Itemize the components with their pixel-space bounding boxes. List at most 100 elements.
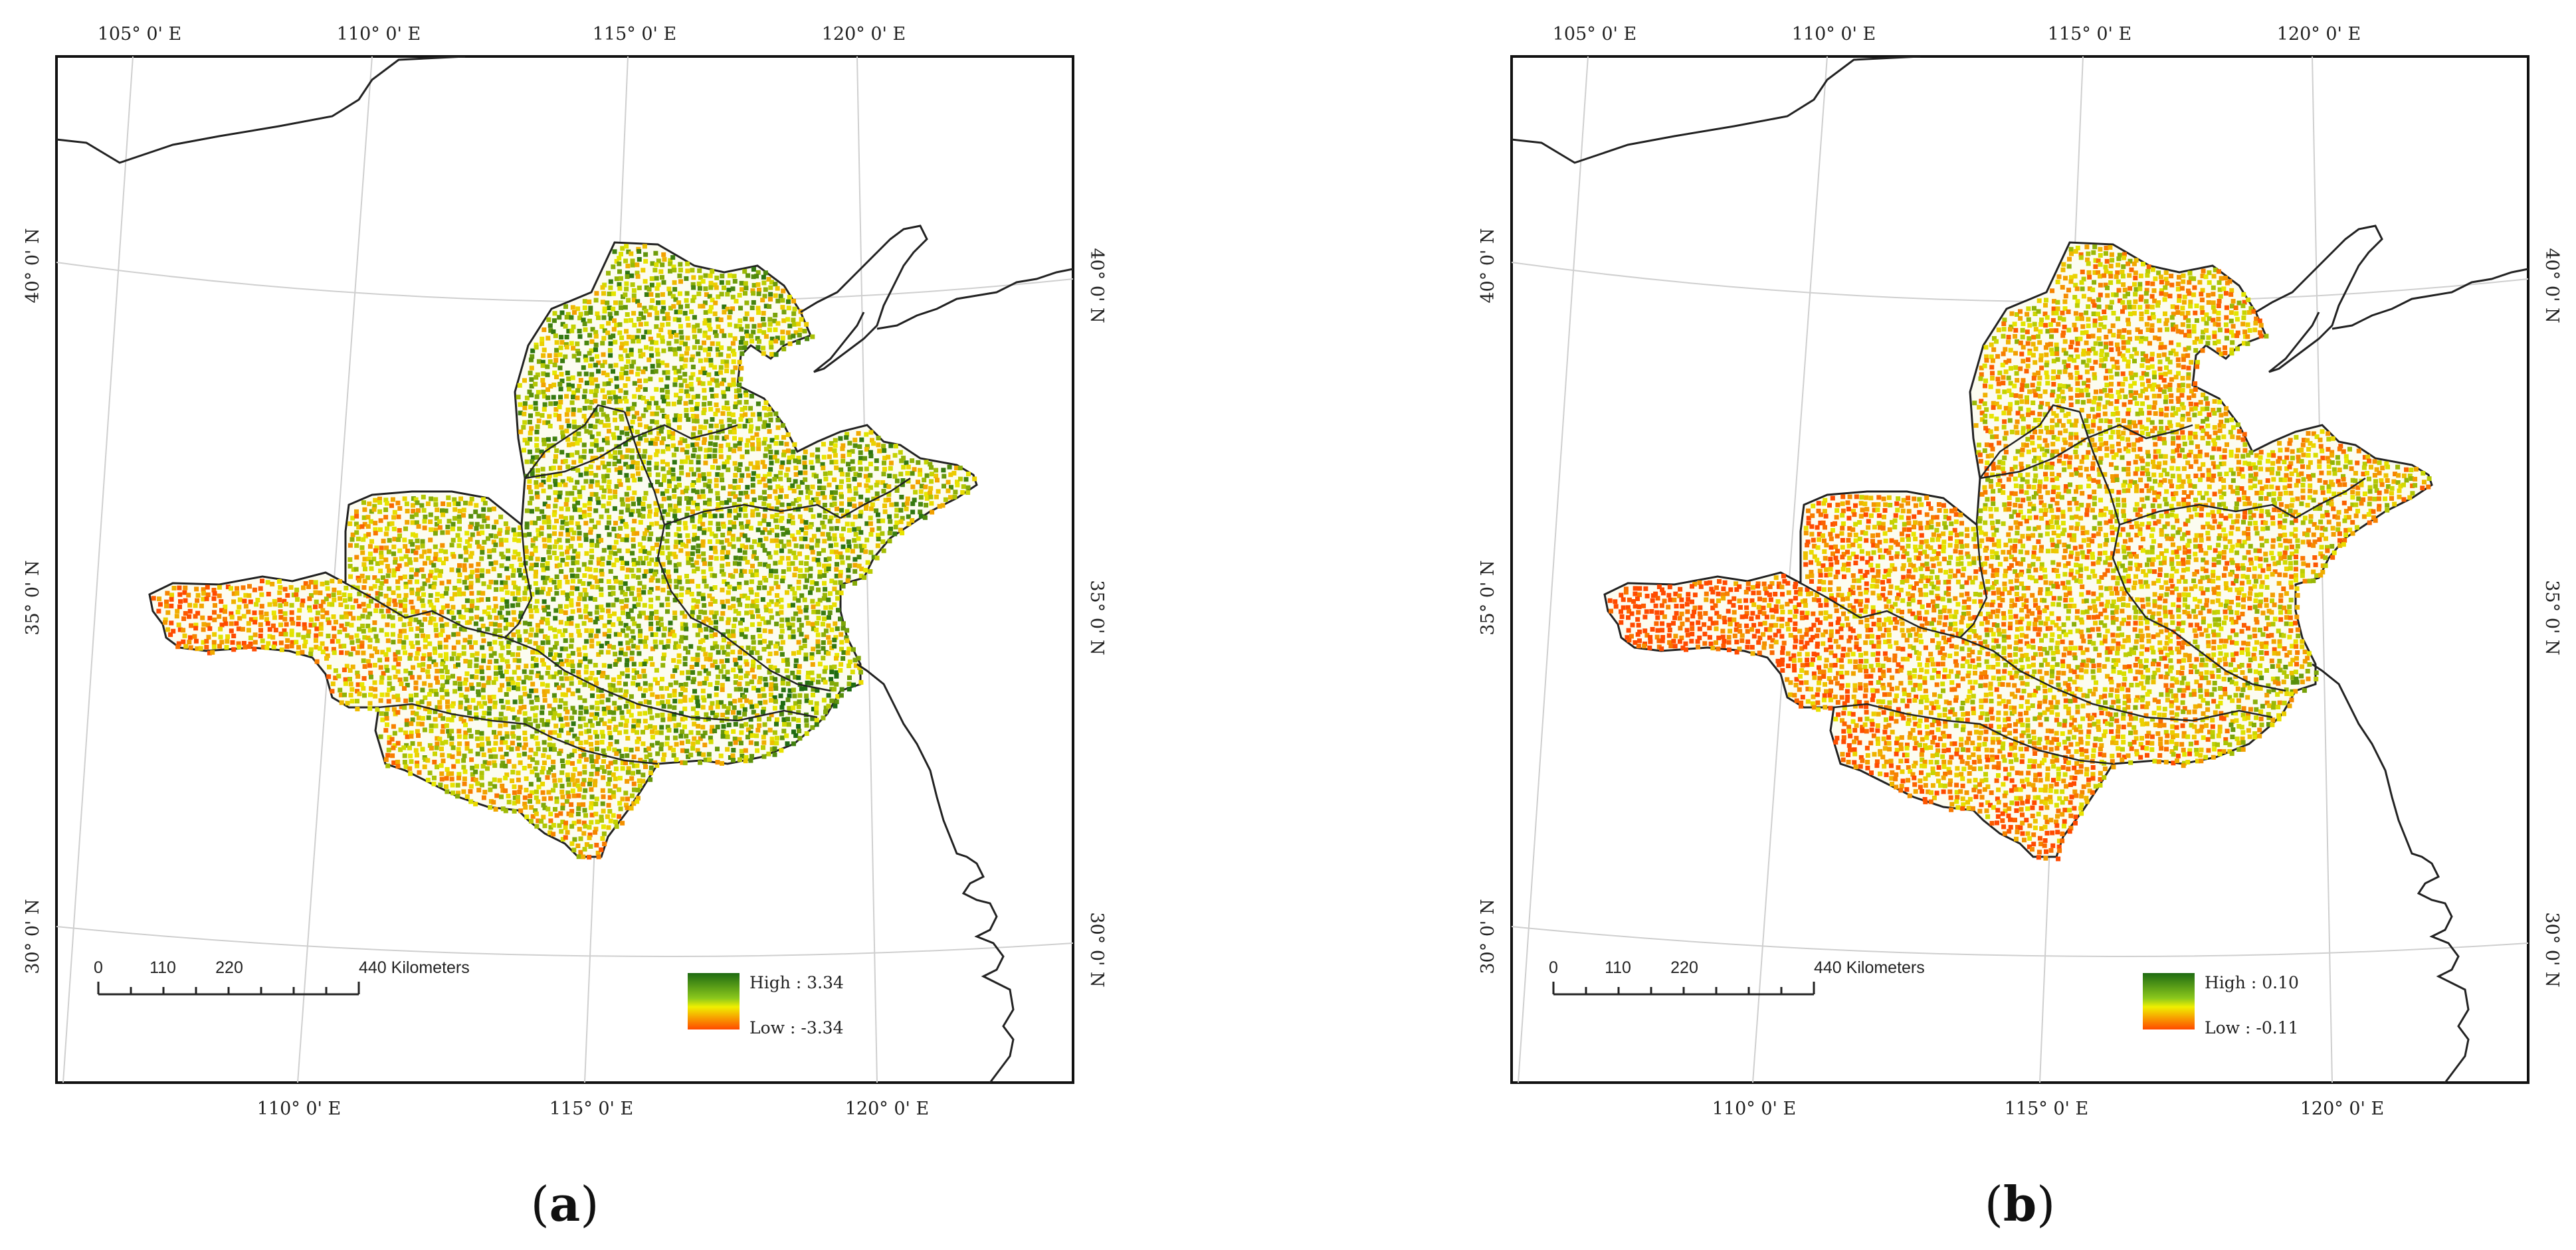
raster-cell [905,471,910,476]
raster-cell [650,411,655,416]
raster-cell [822,563,827,569]
raster-cell [181,628,186,633]
raster-cell [566,662,571,668]
raster-cell [438,653,443,658]
raster-cell [749,590,754,595]
raster-cell [666,423,671,428]
raster-cell [665,609,670,614]
raster-cell [534,663,539,668]
raster-cell [749,610,754,615]
raster-cell [665,725,670,730]
raster-cell [682,438,688,443]
raster-cell [690,268,695,273]
raster-cell [565,549,569,555]
raster-cell [575,468,581,473]
raster-cell [415,729,420,734]
raster-cell [608,742,613,747]
raster-cell [602,464,607,470]
raster-cell [533,605,538,610]
raster-cell [446,495,451,500]
raster-cell [500,740,505,745]
raster-cell [396,662,401,667]
raster-cell [347,668,353,673]
raster-cell [559,372,564,377]
raster-cell [766,658,771,664]
raster-cell [833,580,838,585]
raster-cell [822,580,827,586]
raster-cell [701,557,706,563]
raster-cell [839,640,844,645]
raster-cell [674,579,679,584]
raster-cell [692,736,697,741]
raster-cell [571,412,576,417]
raster-cell [378,665,383,670]
raster-cell [593,663,598,668]
raster-cell [593,524,597,529]
raster-cell [613,727,618,733]
raster-cell [787,603,792,608]
raster-cell [294,587,300,592]
raster-cell [712,513,718,519]
raster-cell [379,679,384,685]
raster-cell [403,698,409,703]
raster-cell [542,537,547,543]
raster-cell [533,641,538,646]
raster-cell [749,545,754,550]
raster-cell [522,731,528,735]
raster-cell [691,275,696,280]
raster-cell [738,462,743,467]
raster-cell [367,544,373,549]
raster-cell [868,450,873,455]
raster-cell [320,641,325,646]
raster-cell [670,467,676,472]
raster-cell [547,730,553,735]
raster-cell [498,527,503,533]
raster-cell [494,615,499,620]
raster-cell [492,730,496,735]
raster-cell [708,441,713,446]
raster-cell [516,735,522,741]
raster-cell [433,556,438,561]
raster-cell [288,584,294,590]
raster-cell [839,590,844,596]
raster-cell [338,596,343,601]
raster-cell [480,645,485,650]
raster-cell [650,575,655,580]
raster-cell [696,436,700,441]
raster-cell [796,718,801,723]
raster-cell [599,446,605,452]
raster-cell [369,539,374,544]
raster-cell [649,276,654,281]
raster-cell [584,428,589,434]
raster-cell [385,707,390,711]
raster-cell [732,737,738,741]
raster-cell [433,575,438,580]
raster-cell [757,412,762,417]
raster-cell [678,699,683,704]
raster-cell [779,440,784,446]
raster-cell [599,604,604,610]
raster-cell [642,662,647,667]
raster-cell [548,652,553,657]
raster-cell [589,539,595,544]
raster-cell [414,512,419,517]
raster-cell [410,605,415,610]
raster-cell [674,568,678,573]
raster-cell [467,664,472,668]
raster-cell [637,477,643,482]
raster-cell [457,519,462,524]
raster-cell [486,605,492,610]
raster-cell [601,478,607,484]
raster-cell [552,525,557,530]
raster-cell [678,711,684,716]
raster-cell [707,447,712,452]
raster-cell [736,485,741,490]
raster-cell [798,490,803,495]
raster-cell [506,650,512,656]
raster-cell [755,282,761,287]
raster-cell [748,731,753,735]
raster-cell [730,650,736,655]
raster-cell [738,556,743,561]
raster-cell [767,317,773,322]
raster-cell [374,603,379,608]
